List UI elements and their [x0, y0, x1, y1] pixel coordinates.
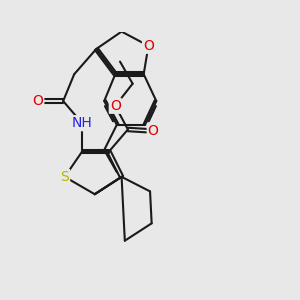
- Text: O: O: [143, 39, 154, 53]
- Text: O: O: [110, 99, 121, 113]
- Text: NH: NH: [72, 116, 92, 130]
- Text: O: O: [148, 124, 159, 138]
- Text: S: S: [60, 170, 69, 184]
- Text: O: O: [32, 94, 43, 108]
